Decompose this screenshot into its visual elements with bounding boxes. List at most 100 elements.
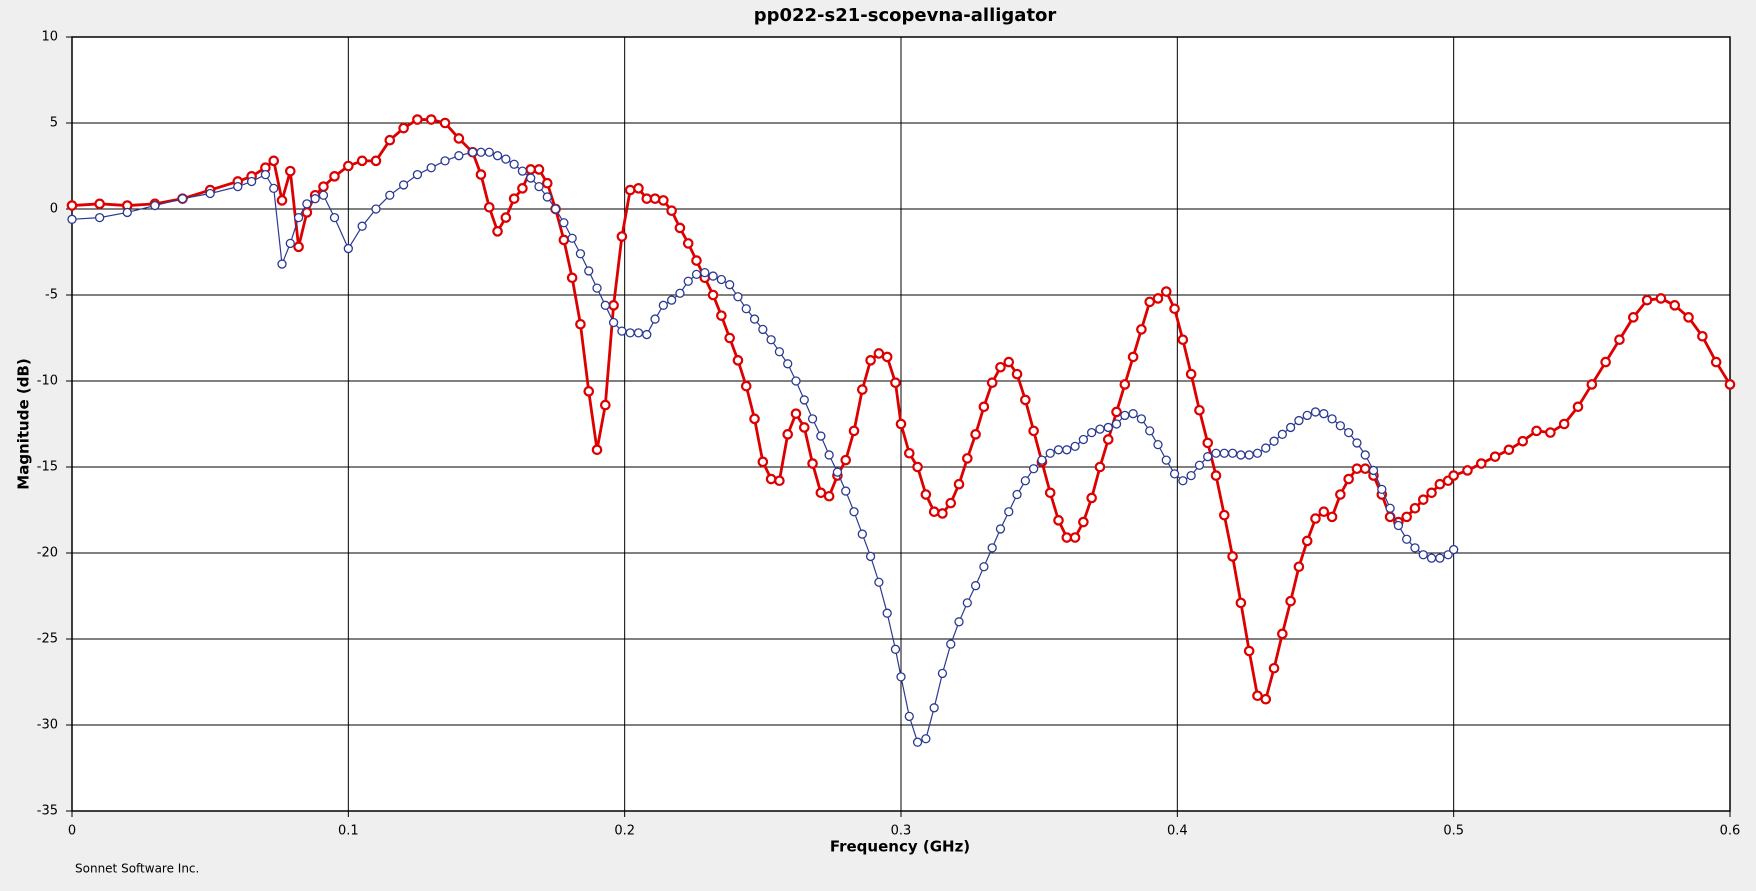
data-point [903,447,915,459]
data-point [1095,424,1105,434]
data-point [66,200,78,211]
data-point [1627,312,1639,323]
data-point [649,193,661,204]
data-point [1269,436,1279,446]
data-point [285,165,296,177]
data-point [1434,478,1446,490]
data-point [816,431,826,441]
data-point [740,380,752,392]
data-point [1078,434,1089,445]
data-point [384,134,396,146]
data-point [583,386,595,397]
data-point [500,212,512,223]
data-point [881,351,893,363]
data-point [1710,356,1722,368]
data-point [873,348,885,359]
data-point [439,117,451,129]
data-point [691,255,702,266]
data-point [790,408,802,419]
data-point [874,577,884,587]
data-point [617,326,627,336]
data-point [1285,595,1296,607]
data-point [1203,452,1213,462]
data-point [1310,513,1321,524]
data-point [1462,465,1473,476]
data-point [666,295,677,305]
data-point [1260,693,1272,705]
data-point [1202,437,1214,449]
data-point [1268,662,1280,674]
y-tick-label: 0 [50,202,58,217]
data-point [453,133,465,144]
data-point [904,711,914,722]
data-point [807,458,818,469]
data-point [724,332,735,344]
data-point [616,231,628,242]
data-point [633,183,644,194]
data-point [1211,448,1221,458]
data-point [277,259,287,269]
data-point [658,195,669,206]
x-tick-label: 0 [68,824,76,839]
data-point [285,238,295,249]
data-point [492,226,503,237]
data-point [1327,414,1337,424]
data-point [1078,516,1089,528]
data-point [757,456,769,468]
chart-title: pp022-s21-scopevna-alligator [754,5,1057,26]
data-point [356,155,368,167]
data-point [848,425,860,437]
data-point [1020,476,1030,486]
x-tick-label: 0.2 [614,824,635,839]
data-point [658,300,669,310]
data-point [509,159,519,169]
data-point [94,212,105,223]
y-tick-label: -5 [45,288,58,303]
data-point [1053,515,1064,526]
data-point [921,734,931,744]
data-point [962,453,973,464]
data-point [1020,394,1031,406]
data-point [476,147,486,157]
data-point [1136,324,1147,335]
data-point [928,506,940,518]
y-tick-label: -25 [37,632,58,647]
data-point [1503,444,1515,456]
data-point [865,355,876,366]
data-point [1318,506,1330,518]
data-point [371,204,381,214]
y-tick-label: -30 [37,718,58,733]
data-point [641,193,653,204]
data-point [987,543,997,553]
data-point [1545,427,1556,438]
data-point [1285,422,1296,433]
data-point [1435,553,1445,563]
y-tick-label: -35 [37,804,58,819]
data-point [1351,463,1363,475]
data-point [1410,543,1420,553]
data-point [912,461,923,473]
y-tick-label: -20 [37,546,58,561]
data-point [1368,465,1379,476]
data-point [798,422,810,433]
data-point [882,608,892,618]
data-point [1111,406,1122,418]
data-point [1261,443,1271,453]
data-point [1070,441,1080,452]
data-point [1069,532,1081,543]
data-point [920,489,932,500]
data-point [1120,410,1130,421]
data-point [954,617,964,627]
data-point [412,169,423,180]
data-point [1235,597,1247,609]
data-point [501,154,511,164]
data-point [823,490,835,502]
data-point [725,280,735,290]
x-axis-label: Frequency (GHz) [830,838,970,856]
data-point [1169,469,1180,479]
data-point [1697,330,1708,342]
data-point [642,329,652,340]
data-point [310,194,320,204]
data-point [1094,461,1106,473]
data-point [533,164,545,175]
